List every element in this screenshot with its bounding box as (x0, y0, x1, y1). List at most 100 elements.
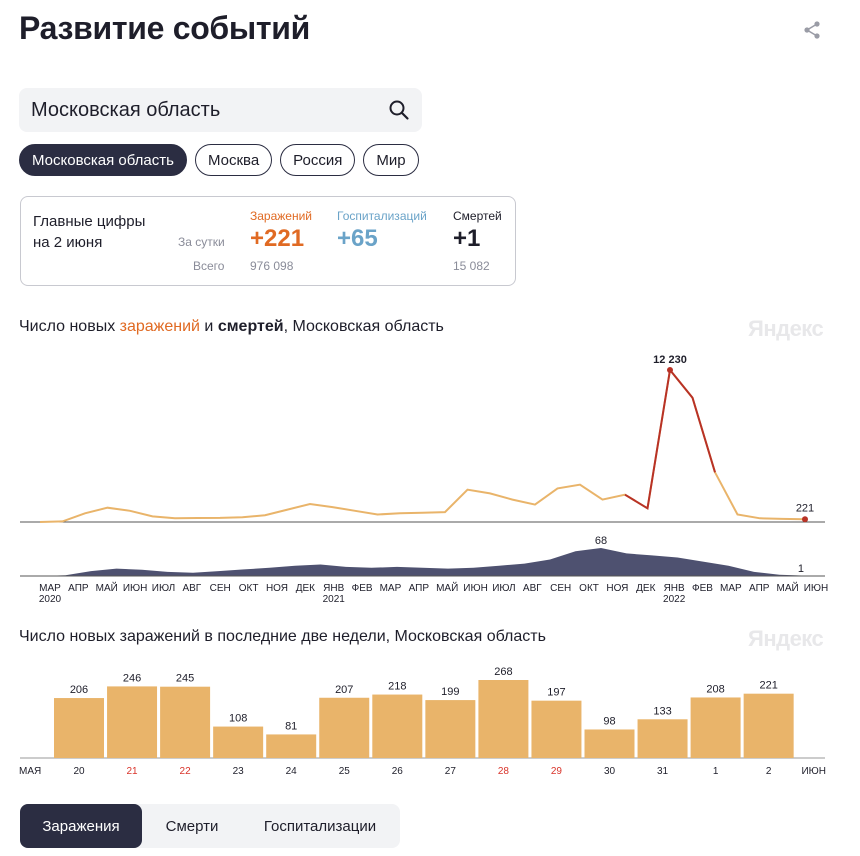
x-tick-label: СЕН (210, 583, 231, 594)
history-chart: 12 230 221 68 1 МАР АПР МАЙ ИЮН ИЮЛ АВГ СЕН ОКТ НОЯ Д… (20, 354, 829, 605)
x-tick-label: АПР (409, 583, 430, 594)
two-weeks-chart: 2062024621245221082381242072521826199272… (19, 666, 826, 777)
deaths-total: 15 082 (453, 259, 490, 273)
infections-series (39, 367, 806, 523)
bar (584, 729, 635, 758)
bar-value-label: 208 (706, 683, 724, 695)
summary-header-line2: на 2 июня (33, 234, 103, 251)
chip-moscow-region[interactable]: Московская область (19, 144, 187, 176)
bar-value-label: 197 (547, 687, 565, 699)
bar-category-label: 27 (445, 766, 457, 777)
bar-category-label: 21 (126, 766, 138, 777)
bar-value-label: 245 (176, 673, 194, 685)
search-icon[interactable] (388, 99, 410, 121)
bar-category-label: 1 (713, 766, 719, 777)
bar-category-label: 20 (73, 766, 85, 777)
x-tick-label: МАЙ (777, 581, 799, 594)
summary-header-line1: Главные цифры (33, 213, 146, 230)
deaths-daily: +1 (453, 225, 481, 252)
share-icon[interactable] (802, 20, 822, 40)
year-label: 2022 (663, 594, 686, 605)
row-label-daily: За сутки (178, 235, 225, 249)
x-tick-label: МАЙ (96, 581, 118, 594)
last-point (802, 516, 808, 523)
bar (743, 693, 794, 758)
chip-world[interactable]: Мир (363, 144, 419, 176)
x-tick-label: МАР (380, 583, 402, 594)
infections-total: 976 098 (250, 259, 294, 273)
bar-value-label: 218 (388, 681, 406, 693)
x-tick-label: НОЯ (266, 583, 288, 594)
bar-value-label: 246 (123, 672, 141, 684)
infections-label: Заражений (250, 209, 313, 223)
x-tick-label: АПР (68, 583, 89, 594)
bar-category-label: 2 (766, 766, 772, 777)
bar (372, 694, 423, 758)
bar (266, 734, 317, 758)
bar (425, 700, 476, 758)
bar-category-label: 30 (604, 766, 616, 777)
chart1-title: Число новых заражений и смертей, Московс… (19, 318, 444, 336)
month-label-right: ИЮН (801, 766, 826, 777)
x-tick-label: ИЮЛ (492, 583, 515, 594)
bar-value-label: 81 (285, 720, 297, 732)
x-tick-label: НОЯ (606, 583, 628, 594)
x-tick-label: ФЕВ (692, 583, 713, 594)
infections-daily: +221 (250, 225, 305, 252)
infections-peak-segment (624, 367, 716, 510)
x-tick-label: МАР (39, 583, 61, 594)
x-tick-label: ИЮН (804, 583, 829, 594)
tab-hospitalizations[interactable]: Госпитализации (263, 817, 377, 835)
x-tick-label: ДЕК (636, 583, 655, 594)
bar-value-label: 207 (335, 684, 353, 696)
bar (160, 686, 211, 758)
bar (213, 726, 264, 758)
chart2-title: Число новых заражений в последние две не… (19, 628, 546, 645)
bar-category-label: 31 (657, 766, 669, 777)
x-tick-label: ИЮЛ (152, 583, 175, 594)
tab-infections[interactable]: Заражения (20, 804, 142, 848)
region-chips: Московская область Москва Россия Мир (19, 144, 419, 176)
summary-card: Главные цифры на 2 июня За сутки Всего З… (20, 196, 516, 286)
deaths-peak-label: 68 (595, 535, 607, 547)
chart1-title-suffix: , Московская область (283, 318, 444, 335)
bar (319, 697, 370, 758)
x-tick-label: ИЮН (463, 583, 488, 594)
x-tick-label: ФЕВ (352, 583, 373, 594)
row-label-total: Всего (193, 259, 225, 273)
chart1-title-prefix: Число новых (19, 318, 120, 335)
chart1-title-infections: заражений (119, 318, 200, 335)
hospitalizations-daily: +65 (337, 225, 378, 252)
peak-point (667, 367, 673, 373)
x-tick-label: ОКТ (579, 583, 599, 594)
x-tick-label: АПР (749, 583, 770, 594)
chip-moscow[interactable]: Москва (194, 144, 273, 176)
bar-category-label: 25 (339, 766, 351, 777)
chip-russia[interactable]: Россия (280, 144, 356, 176)
x-tick-label: АВГ (182, 583, 201, 594)
bar-category-label: 28 (498, 766, 510, 777)
bar-category-label: 24 (286, 766, 298, 777)
last-label: 221 (796, 502, 814, 514)
x-tick-label: МАР (720, 583, 742, 594)
x-tick-label: ЯНВ (323, 583, 344, 594)
bar (531, 700, 582, 758)
chart1-title-deaths: смертей (217, 318, 284, 335)
bar-category-label: 23 (233, 766, 245, 777)
month-label-left: МАЯ (19, 766, 41, 777)
bar-value-label: 133 (653, 705, 671, 717)
metric-tabs: Заражения Смерти Госпитализации (20, 804, 400, 848)
search-input[interactable]: Московская область (19, 88, 422, 132)
year-label: 2020 (39, 594, 62, 605)
x-tick-label: ИЮН (123, 583, 148, 594)
x-tick-label: МАЙ (436, 581, 458, 594)
summary-header: Главные цифры на 2 июня (33, 211, 173, 253)
deaths-label: Смертей (453, 209, 502, 223)
bar (690, 697, 741, 758)
deaths-series (40, 548, 805, 576)
x-tick-label: АВГ (523, 583, 542, 594)
x-tick-label: ДЕК (296, 583, 315, 594)
tab-deaths[interactable]: Смерти (165, 817, 219, 835)
bar (478, 680, 529, 758)
bar-category-label: 26 (392, 766, 404, 777)
